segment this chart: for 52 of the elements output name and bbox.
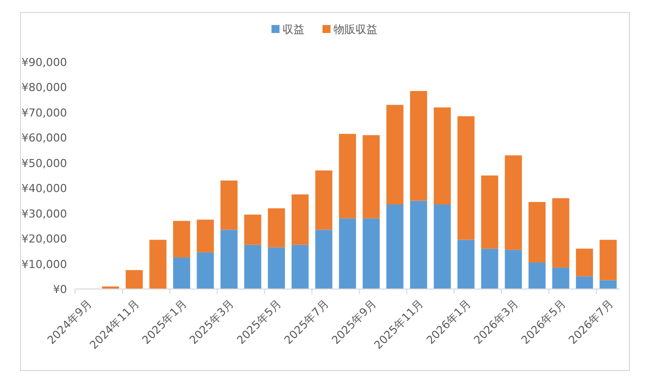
y-tick-label: ¥40,000 <box>22 182 67 196</box>
bar <box>338 218 356 289</box>
bar <box>552 198 570 268</box>
y-tick-label: ¥30,000 <box>22 207 67 220</box>
bar <box>481 248 498 289</box>
y-tick-label: ¥50,000 <box>22 156 67 170</box>
bar <box>362 135 380 218</box>
bar <box>149 240 166 289</box>
bar <box>362 218 380 289</box>
bar <box>315 230 332 289</box>
y-tick-label: ¥80,000 <box>22 81 67 94</box>
bar <box>220 180 238 230</box>
bar <box>220 230 238 289</box>
bar <box>244 214 262 245</box>
bar <box>481 176 498 249</box>
bar <box>315 170 332 230</box>
bar <box>576 276 593 289</box>
bar <box>268 247 285 289</box>
bar <box>434 204 451 289</box>
bar <box>457 116 475 240</box>
bar <box>196 252 214 289</box>
bar <box>173 220 190 258</box>
legend-label: 収益 <box>282 23 304 36</box>
bar <box>528 202 546 263</box>
bar <box>434 107 451 205</box>
bar <box>196 220 214 252</box>
bar <box>410 91 428 201</box>
y-tick-label: ¥60,000 <box>22 132 67 145</box>
bar <box>126 270 143 289</box>
bar <box>552 268 570 289</box>
bar <box>504 155 522 250</box>
bar <box>457 240 475 289</box>
bar <box>386 104 404 205</box>
bar <box>528 262 546 289</box>
y-tick-label: ¥0 <box>53 283 67 296</box>
bar <box>386 204 404 289</box>
bar <box>244 244 262 289</box>
bar <box>292 194 309 245</box>
bar <box>338 134 356 218</box>
bar <box>504 250 522 289</box>
y-tick-label: ¥20,000 <box>22 232 67 246</box>
bar <box>292 244 309 289</box>
bar <box>410 200 428 289</box>
bar <box>576 248 593 276</box>
bar <box>173 257 190 289</box>
legend-label: 物販収益 <box>334 23 378 36</box>
bar <box>268 208 285 248</box>
y-tick-label: ¥10,000 <box>22 258 67 271</box>
bar <box>600 240 617 280</box>
y-tick-label: ¥90,000 <box>22 56 67 69</box>
y-tick-label: ¥70,000 <box>22 106 67 120</box>
bar <box>600 280 617 289</box>
